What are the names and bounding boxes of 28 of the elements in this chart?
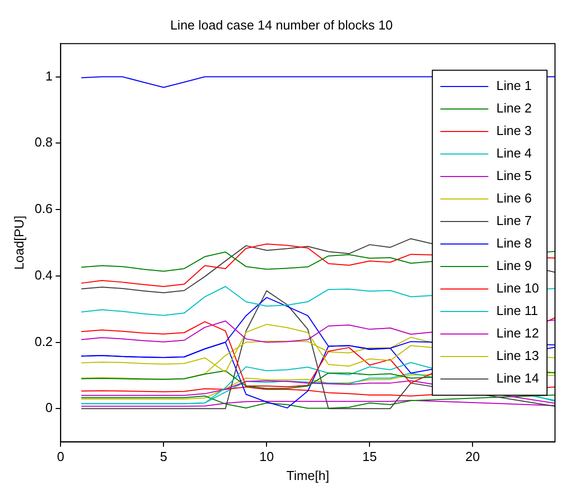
legend-label: Line 2 xyxy=(496,100,532,116)
y-tick-label: 0 xyxy=(45,400,53,416)
legend-label: Line 11 xyxy=(496,303,538,318)
legend-label: Line 3 xyxy=(496,123,532,138)
chart-title: Line load case 14 number of blocks 10 xyxy=(170,17,393,32)
legend-label: Line 12 xyxy=(496,326,540,341)
x-tick-label: 0 xyxy=(57,449,64,464)
legend-label: Line 1 xyxy=(496,78,532,94)
y-tick-label: 0.4 xyxy=(34,267,53,282)
legend-label: Line 7 xyxy=(496,213,532,228)
legend-label: Line 4 xyxy=(496,146,532,161)
y-tick-label: 0.6 xyxy=(34,201,53,216)
x-tick-label: 5 xyxy=(160,449,168,464)
x-axis-title: Time[h] xyxy=(286,468,330,483)
legend-label: Line 5 xyxy=(496,168,532,184)
x-tick-label: 20 xyxy=(465,449,480,464)
y-tick-label: 0.2 xyxy=(34,334,53,349)
legend-label: Line 8 xyxy=(496,236,532,251)
legend-label: Line 14 xyxy=(496,370,540,386)
legend-label: Line 13 xyxy=(496,348,540,364)
legend-label: Line 9 xyxy=(496,258,532,274)
x-tick-label: 15 xyxy=(362,449,377,464)
legend-label: Line 6 xyxy=(496,190,532,206)
y-axis-title: Load[PU] xyxy=(11,216,26,270)
y-tick-label: 0.8 xyxy=(34,134,53,150)
y-tick-label: 1 xyxy=(45,68,53,84)
legend-label: Line 10 xyxy=(496,280,540,296)
x-tick-label: 10 xyxy=(259,449,274,464)
